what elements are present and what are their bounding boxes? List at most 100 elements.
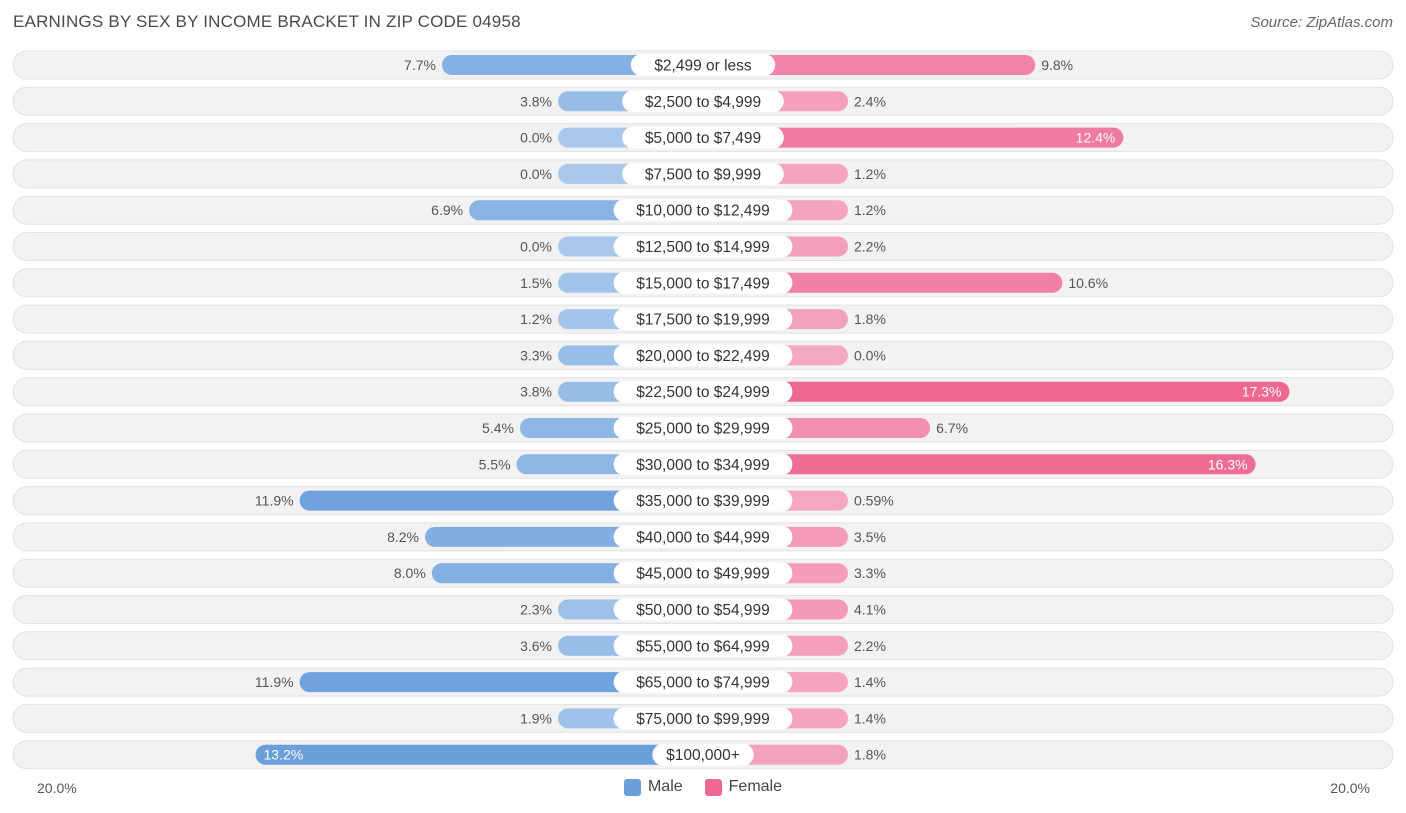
- category-label: $22,500 to $24,999: [636, 384, 770, 401]
- category-pill: [613, 453, 793, 476]
- male-value-label: 7.7%: [404, 57, 436, 73]
- female-bar: [703, 127, 1124, 148]
- category-pill: [613, 525, 793, 548]
- male-bar: [255, 744, 703, 765]
- female-value-label: 16.3%: [1208, 456, 1248, 472]
- category-label: $12,500 to $14,999: [636, 239, 770, 256]
- category-pill: [613, 235, 793, 258]
- male-swatch: [623, 778, 641, 796]
- bar-chart: 7.7% 9.8% $2,499 or less 3.8% 2.4% $2,500 to …: [12, 50, 1394, 770]
- axis-right-label: 20.0%: [1330, 780, 1370, 796]
- male-bar: [299, 490, 703, 511]
- category-label: $30,000 to $34,999: [636, 457, 770, 474]
- male-value-label: 0.0%: [520, 130, 552, 146]
- male-value-label: 11.9%: [255, 674, 294, 690]
- female-swatch: [704, 778, 722, 796]
- category-pill: [613, 344, 793, 367]
- male-value-label: 5.5%: [479, 456, 511, 472]
- male-value-label: 0.0%: [520, 166, 552, 182]
- category-pill: [613, 489, 793, 512]
- category-pill: [652, 743, 754, 766]
- female-value-label: 1.2%: [854, 166, 886, 182]
- category-pill: [613, 598, 793, 621]
- male-value-label: 1.2%: [520, 311, 552, 327]
- category-pill: [622, 90, 784, 113]
- male-value-label: 6.9%: [431, 202, 463, 218]
- female-value-label: 1.4%: [854, 710, 886, 726]
- female-value-label: 2.4%: [854, 93, 886, 109]
- female-bar: [703, 272, 1063, 293]
- female-value-label: 6.7%: [936, 420, 968, 436]
- axis-left-label: 20.0%: [37, 780, 77, 796]
- category-pill: [613, 271, 793, 294]
- male-value-label: 3.8%: [520, 384, 552, 400]
- male-value-label: 8.2%: [387, 529, 419, 545]
- category-label: $35,000 to $39,999: [636, 493, 770, 510]
- male-value-label: 2.3%: [520, 602, 552, 618]
- female-value-label: 3.5%: [854, 529, 886, 545]
- source-label: Source: ZipAtlas.com: [1250, 14, 1393, 31]
- category-pill: [622, 162, 784, 185]
- category-pill: [613, 308, 793, 331]
- female-value-label: 9.8%: [1041, 57, 1073, 73]
- female-value-label: 1.4%: [854, 674, 886, 690]
- female-value-label: 1.8%: [854, 311, 886, 327]
- male-value-label: 3.3%: [520, 347, 552, 363]
- female-value-label: 1.2%: [854, 202, 886, 218]
- category-label: $55,000 to $64,999: [636, 638, 770, 655]
- category-label: $20,000 to $22,499: [636, 348, 770, 365]
- female-value-label: 17.3%: [1242, 384, 1282, 400]
- category-label: $75,000 to $99,999: [636, 711, 770, 728]
- male-value-label: 1.9%: [520, 710, 552, 726]
- male-value-label: 11.9%: [255, 493, 294, 509]
- category-label: $65,000 to $74,999: [636, 675, 770, 692]
- legend-item-female[interactable]: Female: [704, 778, 783, 796]
- female-bar: [703, 55, 1036, 75]
- category-pill: [622, 126, 784, 149]
- category-label: $7,500 to $9,999: [645, 166, 761, 183]
- category-label: $10,000 to $12,499: [636, 203, 770, 220]
- female-bar: [703, 381, 1290, 402]
- legend-item-male[interactable]: Male: [623, 778, 683, 796]
- category-pill: [613, 634, 793, 657]
- category-pill: [613, 380, 793, 403]
- female-value-label: 2.2%: [854, 638, 886, 654]
- category-label: $50,000 to $54,999: [636, 602, 770, 619]
- female-value-label: 2.2%: [854, 239, 886, 255]
- category-label: $40,000 to $44,999: [636, 529, 770, 546]
- category-label: $45,000 to $49,999: [636, 566, 770, 583]
- female-value-label: 10.6%: [1068, 275, 1108, 291]
- category-label: $5,000 to $7,499: [645, 130, 761, 147]
- female-bar: [703, 454, 1256, 475]
- chart-title: EARNINGS BY SEX BY INCOME BRACKET IN ZIP…: [13, 12, 521, 31]
- male-bar: [299, 672, 703, 693]
- female-value-label: 0.59%: [854, 493, 894, 509]
- category-label: $100,000+: [666, 747, 740, 764]
- category-pill: [613, 707, 793, 730]
- category-label: $2,500 to $4,999: [645, 94, 761, 111]
- category-label: $15,000 to $17,499: [636, 275, 770, 292]
- female-value-label: 4.1%: [854, 602, 886, 618]
- female-value-label: 3.3%: [854, 565, 886, 581]
- male-value-label: 8.0%: [394, 565, 426, 581]
- legend: Male Female: [0, 778, 1406, 796]
- category-label: $25,000 to $29,999: [636, 421, 770, 438]
- category-label: $2,499 or less: [654, 58, 752, 75]
- legend-male-label: Male: [647, 778, 683, 795]
- category-pill: [613, 562, 793, 585]
- category-pill: [630, 54, 776, 76]
- legend-female-label: Female: [728, 778, 783, 795]
- category-pill: [613, 199, 793, 222]
- female-value-label: 1.8%: [854, 747, 886, 763]
- male-value-label: 5.4%: [482, 420, 514, 436]
- male-value-label: 3.8%: [520, 93, 552, 109]
- category-pill: [613, 417, 793, 439]
- male-value-label: 1.5%: [520, 275, 552, 291]
- male-value-label: 3.6%: [520, 638, 552, 654]
- male-value-label: 0.0%: [520, 239, 552, 255]
- male-value-label: 13.2%: [264, 747, 304, 763]
- category-label: $17,500 to $19,999: [636, 312, 770, 329]
- female-value-label: 0.0%: [854, 347, 886, 363]
- female-value-label: 12.4%: [1076, 130, 1116, 146]
- category-pill: [613, 671, 793, 694]
